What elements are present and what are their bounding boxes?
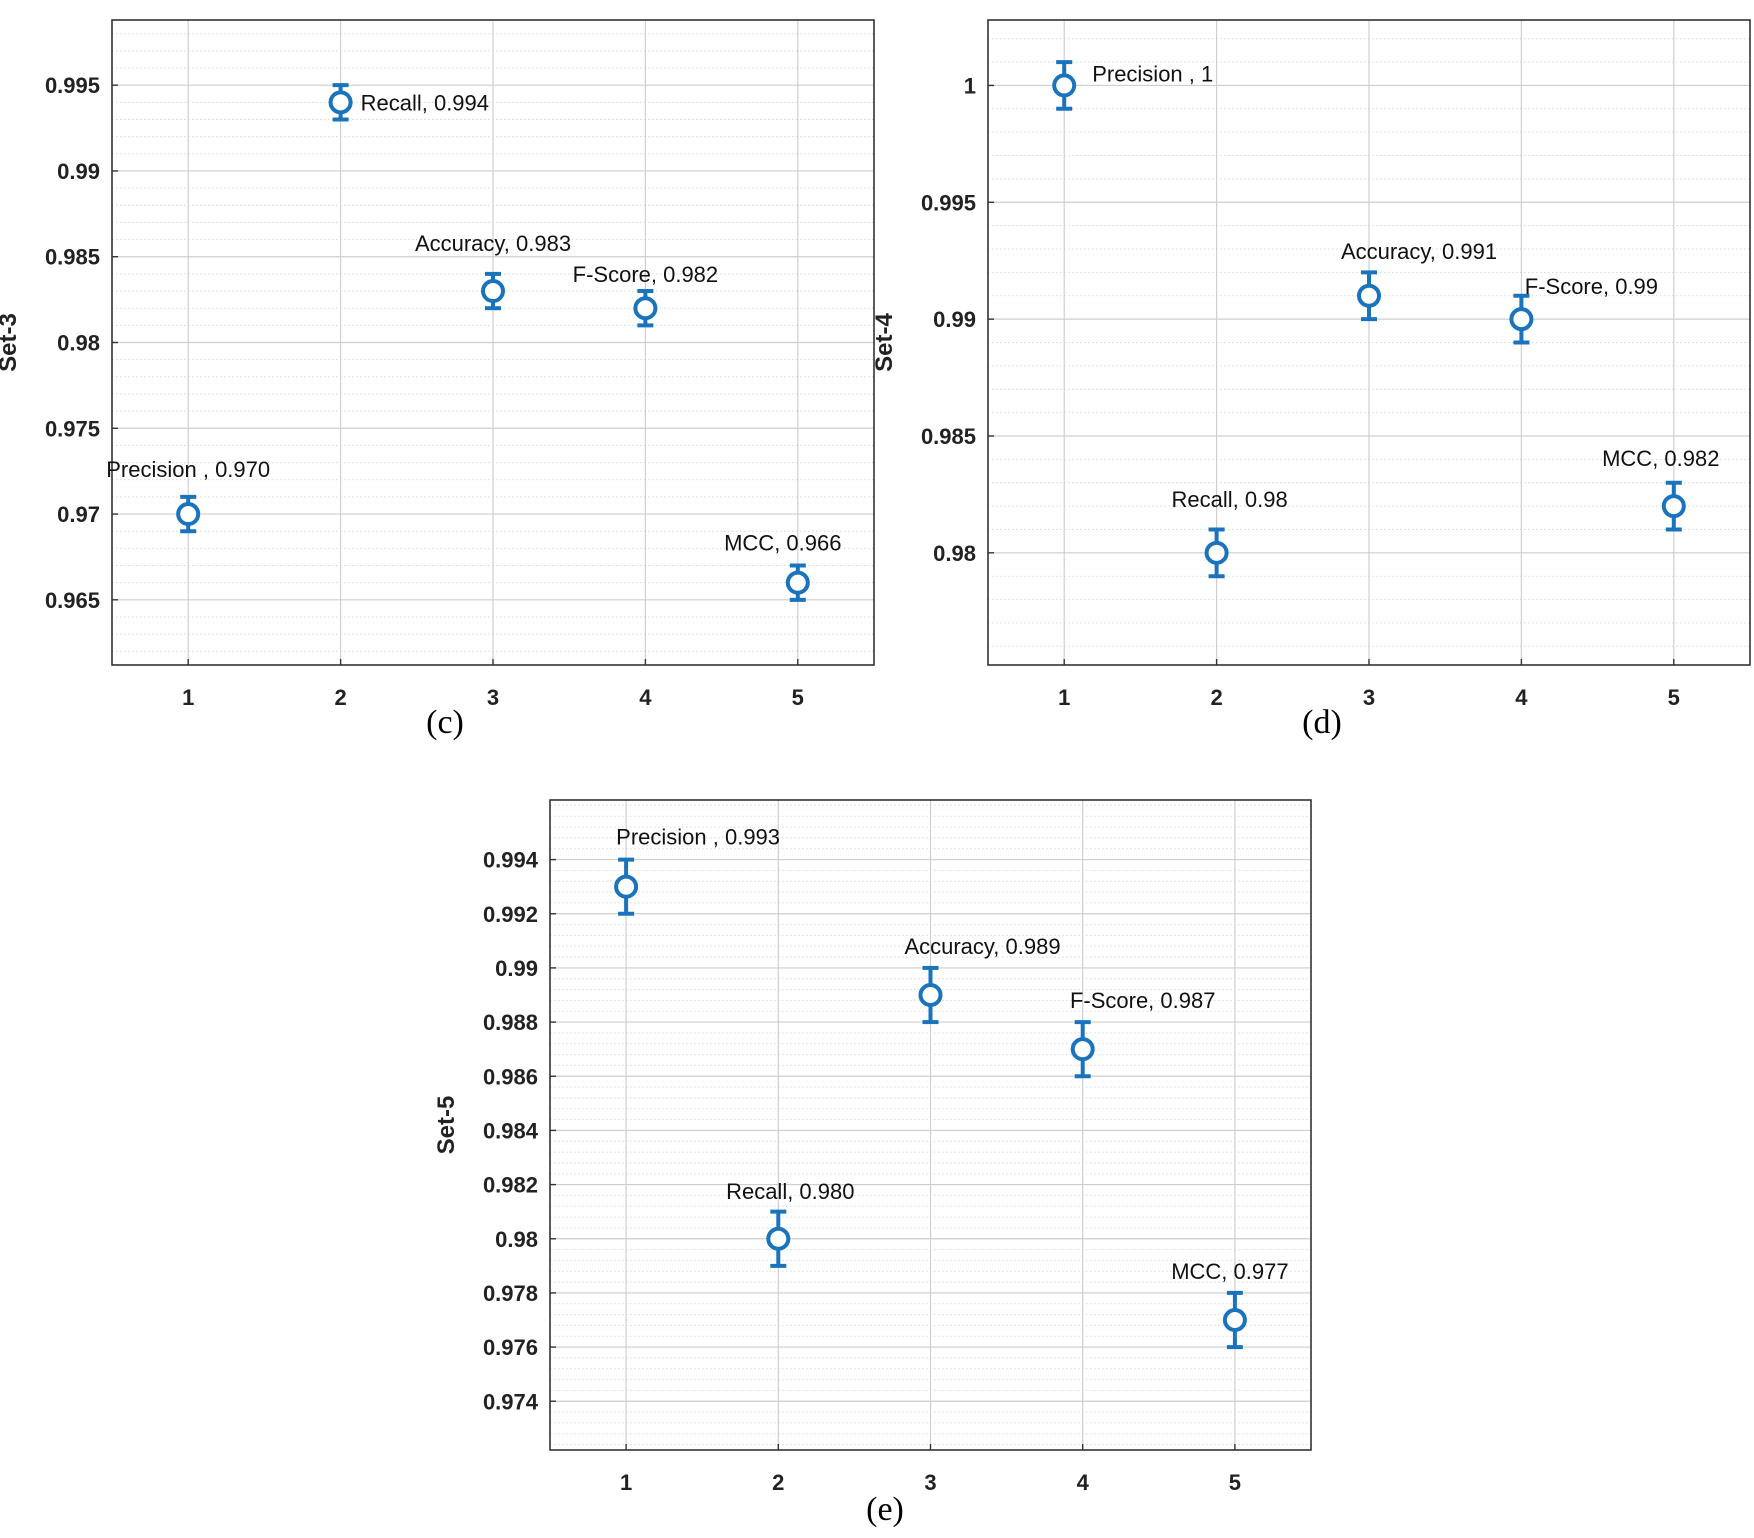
data-label: Accuracy, 0.989	[904, 934, 1060, 959]
x-tick-label: 1	[620, 1470, 632, 1495]
x-tick-label: 4	[639, 685, 652, 710]
x-tick-label: 5	[1668, 685, 1680, 710]
data-label: F-Score, 0.982	[573, 262, 719, 287]
data-point	[1661, 494, 1686, 519]
x-tick-label: 3	[924, 1470, 936, 1495]
data-label: MCC, 0.966	[724, 531, 841, 556]
data-point	[785, 570, 810, 595]
data-point	[481, 279, 505, 304]
y-tick-label: 0.992	[483, 902, 538, 927]
y-tick-label: 0.965	[45, 588, 100, 613]
x-tick-label: 5	[1229, 1470, 1241, 1495]
y-tick-label: 0.98	[57, 331, 100, 356]
y-tick-label: 0.994	[483, 848, 539, 873]
data-label: Accuracy, 0.991	[1341, 239, 1497, 264]
data-label: MCC, 0.977	[1171, 1259, 1288, 1284]
data-point	[1509, 307, 1534, 332]
y-tick-label: 1	[964, 73, 976, 98]
x-tick-label: 5	[792, 685, 804, 710]
data-point	[1052, 73, 1077, 98]
y-tick-label: 0.99	[933, 307, 976, 332]
y-tick-label: 0.982	[483, 1173, 538, 1198]
data-point	[176, 502, 201, 527]
y-tick-label: 0.978	[483, 1281, 538, 1306]
data-label: Recall, 0.980	[726, 1179, 854, 1204]
panel-caption: (d)	[1302, 704, 1342, 741]
x-tick-label: 2	[1210, 685, 1222, 710]
data-point	[633, 296, 658, 321]
data-label: F-Score, 0.99	[1525, 274, 1658, 299]
y-axis-label: Set-3	[0, 313, 22, 372]
y-tick-label: 0.974	[483, 1389, 539, 1414]
y-tick-label: 0.976	[483, 1335, 538, 1360]
data-point	[918, 983, 943, 1007]
y-tick-label: 0.988	[483, 1010, 538, 1035]
y-tick-label: 0.98	[933, 541, 976, 566]
data-point	[1204, 540, 1229, 565]
y-tick-label: 0.984	[483, 1118, 539, 1143]
y-tick-label: 0.99	[57, 159, 100, 184]
data-point	[614, 874, 639, 899]
y-tick-label: 0.975	[45, 416, 100, 441]
panel-caption: (c)	[426, 704, 464, 741]
data-label: Precision , 0.993	[616, 825, 780, 850]
x-tick-label: 2	[772, 1470, 784, 1495]
x-tick-label: 1	[182, 685, 194, 710]
y-tick-label: 0.986	[483, 1064, 538, 1089]
data-label: Precision , 0.970	[106, 457, 270, 482]
x-tick-label: 1	[1058, 685, 1070, 710]
panel-caption: (e)	[866, 1491, 904, 1528]
y-tick-label: 0.985	[45, 245, 100, 270]
panel-c: 0.965 0.97 0.975 0.98 0.985 0.99 0.995 1 2 3 4 5 Set…	[0, 19, 875, 741]
data-label: Recall, 0.98	[1172, 487, 1288, 512]
data-point	[328, 90, 353, 115]
y-tick-label: 0.995	[921, 190, 976, 215]
x-tick-label: 4	[1515, 685, 1528, 710]
y-axis-label: Set-5	[433, 1096, 460, 1155]
x-tick-label: 2	[334, 685, 346, 710]
data-label: Recall, 0.994	[361, 90, 489, 115]
y-tick-label: 0.97	[57, 502, 100, 527]
x-tick-label: 4	[1077, 1470, 1090, 1495]
y-tick-label: 0.985	[921, 424, 976, 449]
y-tick-label: 0.98	[495, 1227, 538, 1252]
data-point	[766, 1226, 791, 1251]
data-label: MCC, 0.982	[1602, 446, 1719, 471]
x-tick-label: 3	[1363, 685, 1375, 710]
x-tick-label: 3	[487, 685, 499, 710]
y-tick-label: 0.995	[45, 73, 100, 98]
data-point	[1070, 1037, 1095, 1062]
data-point	[1222, 1308, 1247, 1332]
data-label: Precision , 1	[1092, 61, 1213, 86]
data-label: Accuracy, 0.983	[415, 231, 571, 256]
data-label: F-Score, 0.987	[1070, 988, 1216, 1013]
y-axis-label: Set-4	[871, 313, 898, 372]
panel-e: 0.974 0.976 0.978 0.98 0.982 0.984 0.986 0.988 0…	[433, 799, 1312, 1528]
panel-d: 0.98 0.985 0.99 0.995 1 1 2 3 4 5 Set-4 (d) Precisio…	[871, 19, 1751, 741]
y-tick-label: 0.99	[495, 956, 538, 981]
data-point	[1357, 283, 1381, 308]
